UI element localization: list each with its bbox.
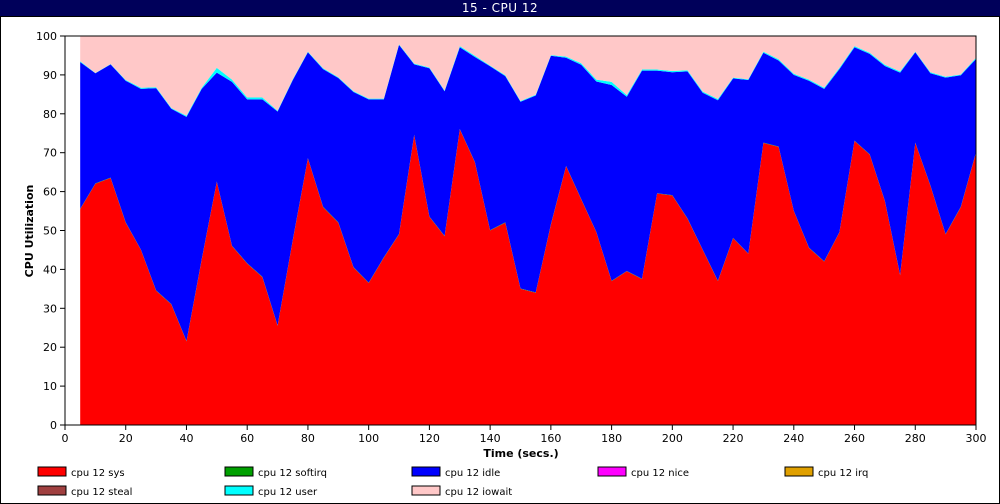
x-tick-label: 240: [783, 432, 804, 445]
x-tick-label: 280: [905, 432, 926, 445]
legend-label: cpu 12 nice: [631, 468, 689, 479]
legend-swatch: [224, 466, 254, 477]
legend-label: cpu 12 softirq: [258, 468, 327, 479]
x-tick-label: 140: [480, 432, 501, 445]
legend-swatch: [597, 466, 627, 477]
legend-item-cpu-12-irq: cpu 12 irq: [784, 466, 868, 479]
legend-swatch: [224, 485, 254, 496]
legend: cpu 12 sys cpu 12 softirq cpu 12 idle cpu 1…: [37, 466, 868, 498]
legend-item-cpu-12-iowait: cpu 12 iowait: [411, 485, 512, 498]
legend-label: cpu 12 steal: [71, 487, 132, 498]
y-tick-label: 40: [43, 263, 57, 276]
x-tick-label: 260: [844, 432, 865, 445]
y-tick-label: 90: [43, 69, 57, 82]
axes: 0 10 20 30 40 50 60 70 80 90 100 0 20 40 60 80 100 120 140…: [36, 30, 987, 445]
area-cpu-12-iowait: [80, 36, 976, 116]
y-tick-label: 30: [43, 302, 57, 315]
y-tick-label: 0: [50, 419, 57, 432]
y-tick-label: 60: [43, 186, 57, 199]
area-cpu-12-sys: [80, 129, 976, 425]
y-tick-label: 20: [43, 341, 57, 354]
x-tick-label: 100: [358, 432, 379, 445]
legend-swatch: [37, 485, 67, 496]
legend-swatch: [411, 485, 441, 496]
y-tick-label: 50: [43, 225, 57, 238]
y-tick-label: 70: [43, 147, 57, 160]
x-axis-label: Time (secs.): [483, 447, 558, 460]
window-title: 15 - CPU 12: [0, 0, 1000, 16]
legend-swatch: [411, 466, 441, 477]
stacked-areas: [80, 36, 976, 425]
legend-label: cpu 12 irq: [818, 468, 868, 479]
y-tick-label: 10: [43, 380, 57, 393]
x-tick-label: 0: [62, 432, 69, 445]
x-tick-label: 220: [723, 432, 744, 445]
legend-label: cpu 12 iowait: [445, 487, 512, 498]
legend-label: cpu 12 sys: [71, 468, 125, 479]
x-tick-label: 20: [119, 432, 133, 445]
x-tick-label: 180: [601, 432, 622, 445]
x-tick-label: 160: [540, 432, 561, 445]
legend-item-cpu-12-sys: cpu 12 sys: [37, 466, 125, 479]
legend-swatch: [37, 466, 67, 477]
x-tick-label: 40: [179, 432, 193, 445]
area-cpu-12-idle: [80, 44, 976, 342]
legend-item-cpu-12-softirq: cpu 12 softirq: [224, 466, 327, 479]
x-tick-label: 300: [966, 432, 987, 445]
legend-item-cpu-12-nice: cpu 12 nice: [597, 466, 689, 479]
y-tick-label: 100: [36, 30, 57, 43]
legend-item-cpu-12-steal: cpu 12 steal: [37, 485, 132, 498]
legend-label: cpu 12 idle: [445, 468, 500, 479]
legend-swatch: [784, 466, 814, 477]
x-tick-label: 80: [301, 432, 315, 445]
legend-label: cpu 12 user: [258, 487, 318, 498]
y-tick-label: 80: [43, 108, 57, 121]
y-axis-label: CPU Utilization: [23, 185, 36, 278]
legend-item-cpu-12-user: cpu 12 user: [224, 485, 318, 498]
x-tick-label: 60: [240, 432, 254, 445]
x-tick-label: 200: [662, 432, 683, 445]
legend-item-cpu-12-idle: cpu 12 idle: [411, 466, 500, 479]
x-tick-label: 120: [419, 432, 440, 445]
